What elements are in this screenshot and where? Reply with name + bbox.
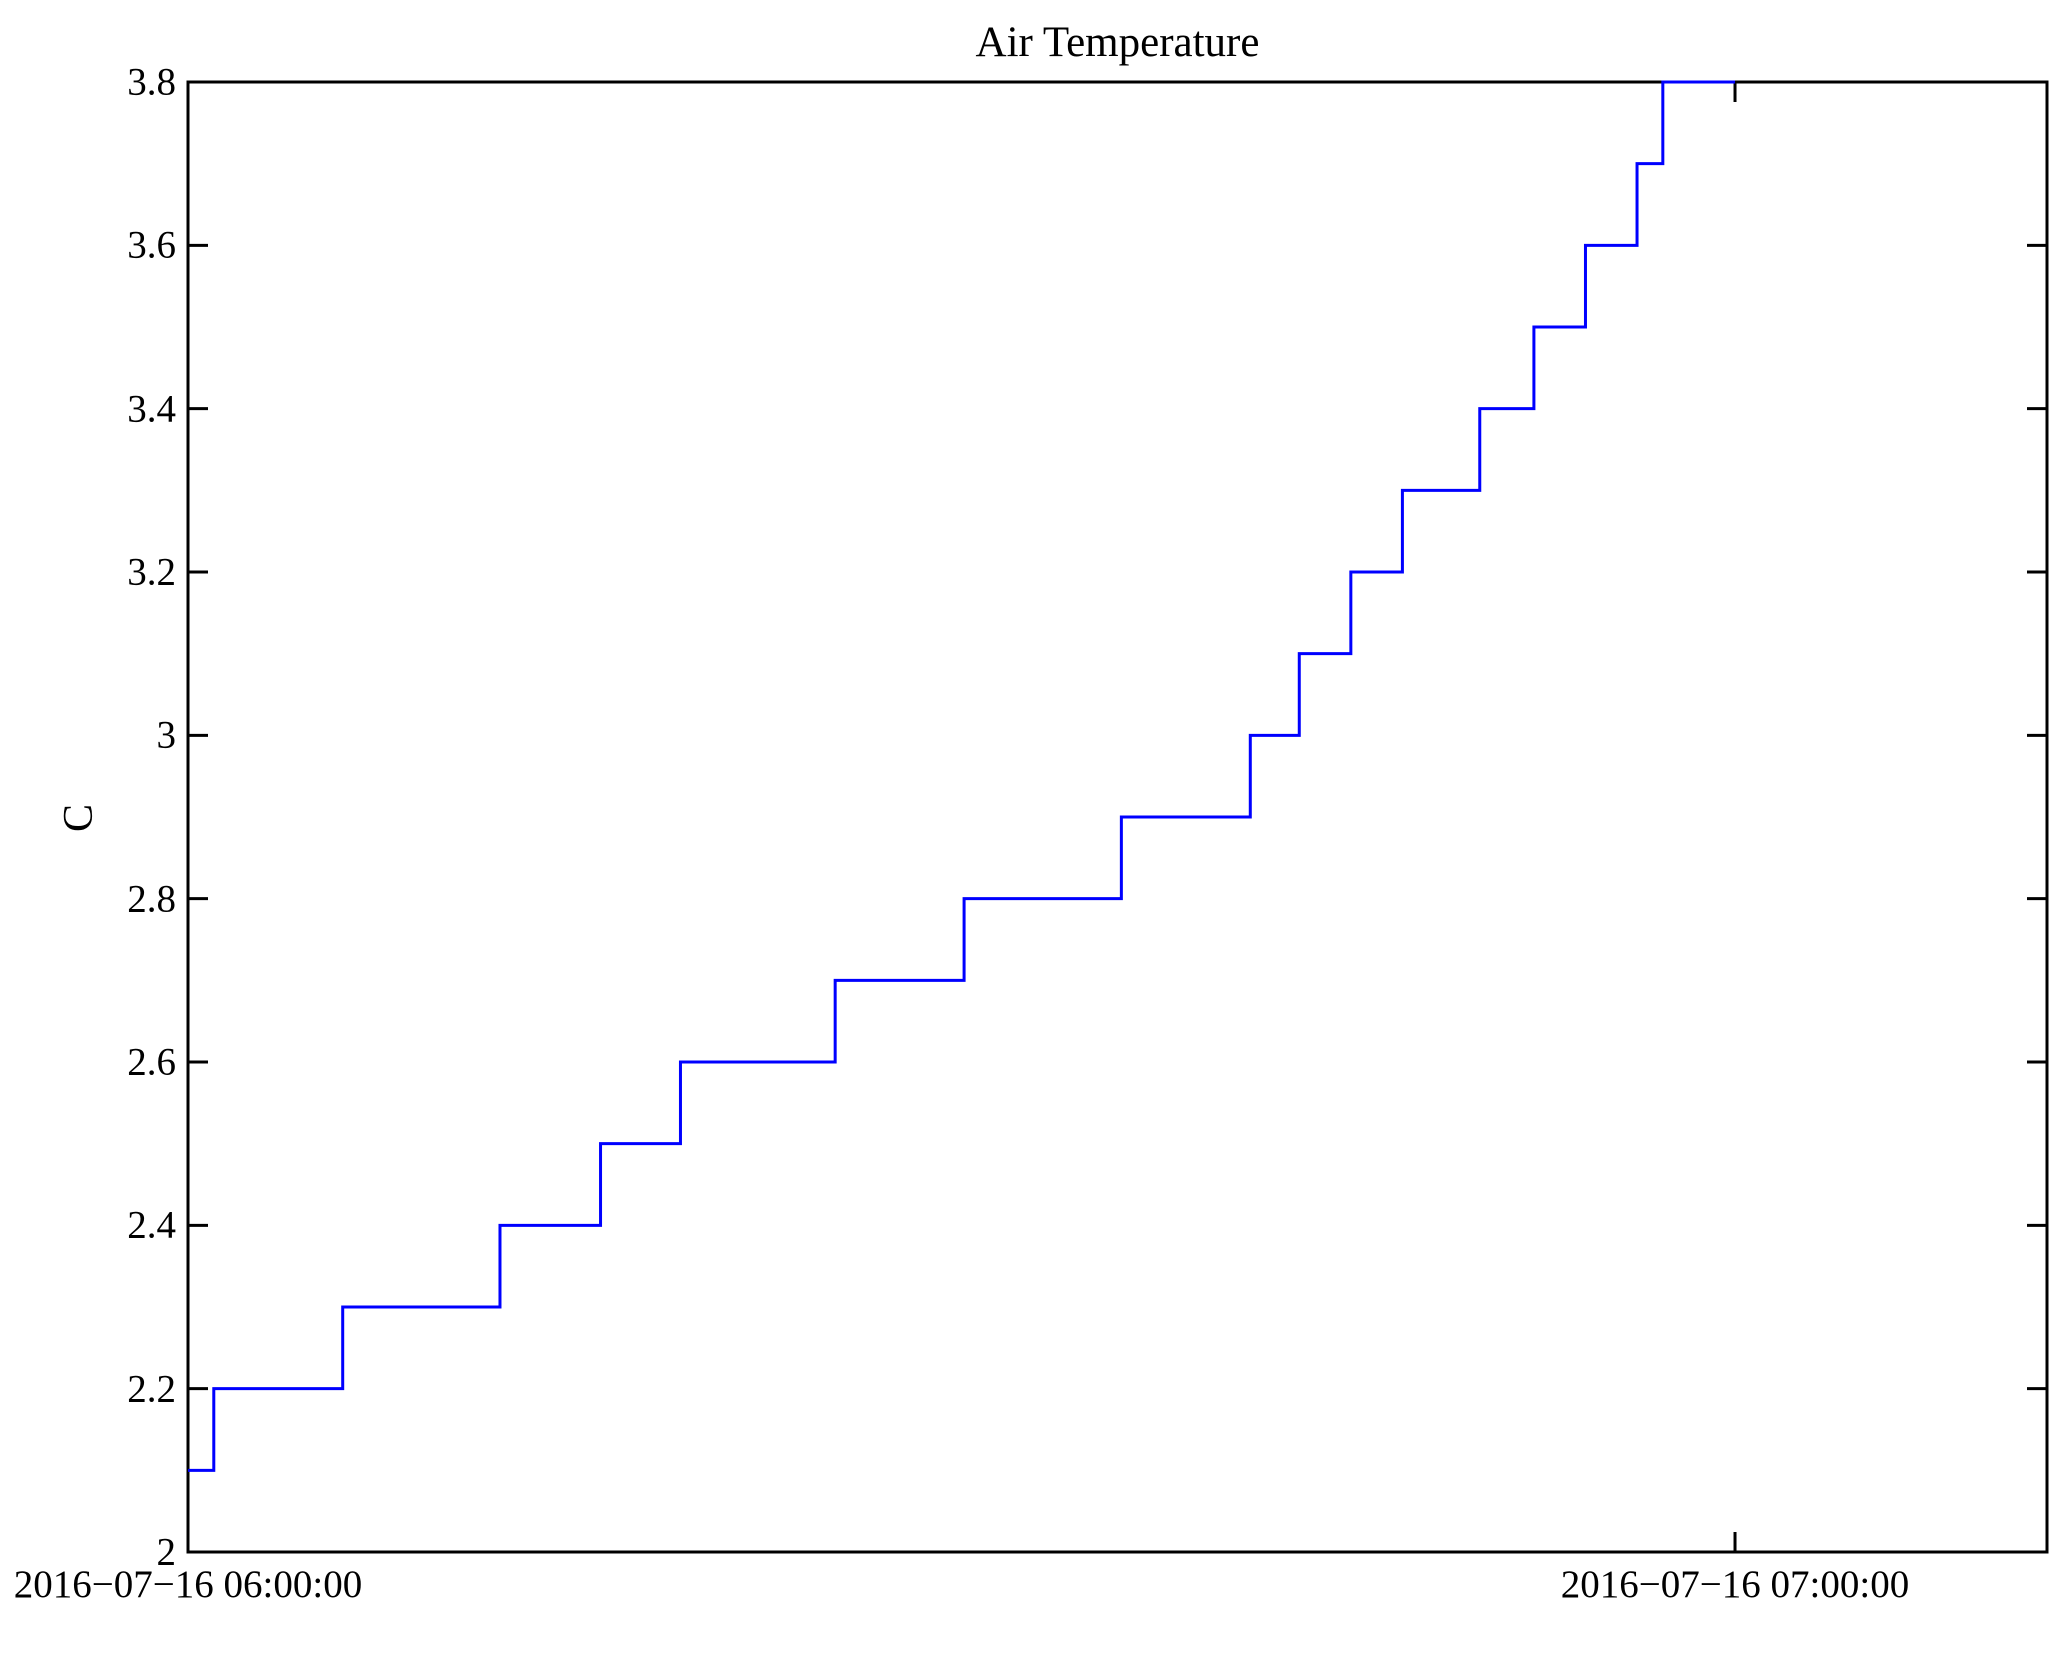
y-axis-label: C [56,803,102,833]
temperature-step-line [188,80,1736,1472]
x-tick-label-start: 2016−07−16 06:00:00 [13,1563,363,1606]
y-tick-label: 2.4 [127,1203,176,1247]
y-tick-label: 3.4 [127,387,176,431]
y-tick-label: 2 [156,1530,177,1574]
y-tick-label: 3.8 [127,60,176,104]
y-tick-label: 2.8 [127,877,176,921]
y-tick-label: 2.6 [127,1040,176,1084]
y-tick-label: 3 [156,713,177,757]
plot-border [186,80,2049,1554]
chart-title: Air Temperature [975,19,1260,66]
y-tick-label: 3.6 [127,223,176,267]
y-tick-label: 2.2 [127,1367,176,1411]
x-tick-label-end: 2016−07−16 07:00:00 [1560,1563,1910,1606]
y-tick-label: 3.2 [127,550,176,594]
